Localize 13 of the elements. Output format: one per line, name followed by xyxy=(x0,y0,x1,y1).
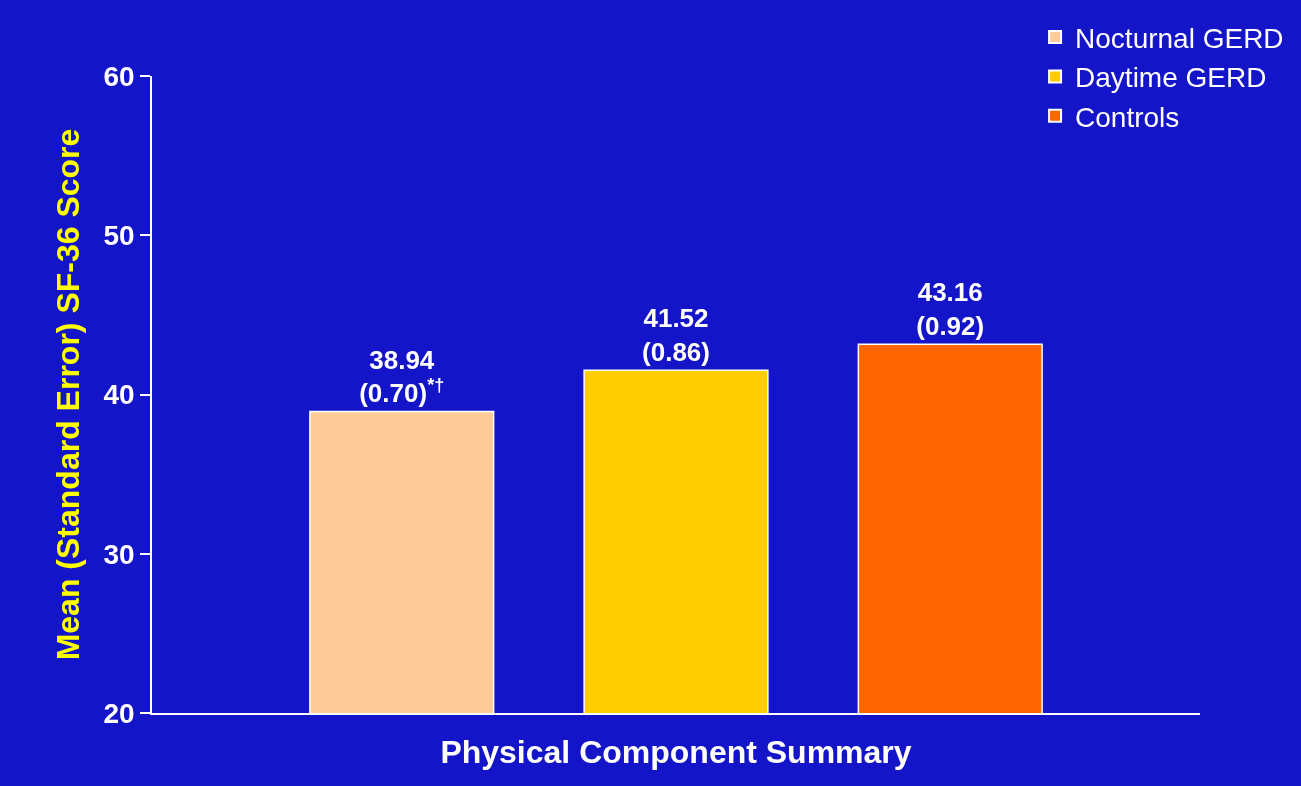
data-label: 41.52 (0.86) xyxy=(642,303,710,368)
data-label: 43.16 (0.92) xyxy=(916,277,985,342)
x-axis-title: Physical Component Summary xyxy=(440,734,912,771)
y-axis-title: Mean (Standard Error) SF-36 Score xyxy=(50,128,87,661)
y-tick-label: 30 xyxy=(103,538,135,570)
legend-label: Controls xyxy=(1075,101,1180,133)
y-tick-label: 60 xyxy=(103,60,135,92)
legend-label: Daytime GERD xyxy=(1075,62,1267,94)
y-tick-label: 20 xyxy=(103,697,135,729)
y-tick-label: 50 xyxy=(103,220,135,252)
y-tick-label: 40 xyxy=(103,379,135,411)
data-label: 38.94 (0.70)$^{*†}$ xyxy=(359,344,445,409)
legend-label: Nocturnal GERD xyxy=(1075,22,1284,54)
